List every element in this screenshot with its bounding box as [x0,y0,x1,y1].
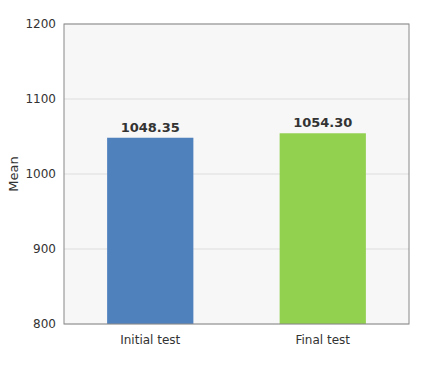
y-tick-label: 800 [33,317,56,331]
y-tick-label: 1200 [25,17,56,31]
bars [107,133,366,324]
data-label: 1048.35 [121,120,180,135]
bar [280,133,366,324]
y-tick-label: 1000 [25,167,56,181]
data-label: 1054.30 [293,115,352,130]
bar [107,138,193,324]
y-axis-label: Mean [6,156,21,191]
y-tick-label: 1100 [25,92,56,106]
y-tick-label: 900 [33,242,56,256]
plot-frame [64,24,409,324]
x-tick-label: Initial test [120,333,180,347]
chart: 800 900 1000 1100 1200 1048.35 1054.30 Initial … [0,0,425,368]
chart-container: 800 900 1000 1100 1200 1048.35 1054.30 Initial … [0,0,425,368]
x-tick-label: Final test [295,333,350,347]
plot-background [64,24,409,324]
grid-line [64,99,409,100]
grid [64,24,409,324]
